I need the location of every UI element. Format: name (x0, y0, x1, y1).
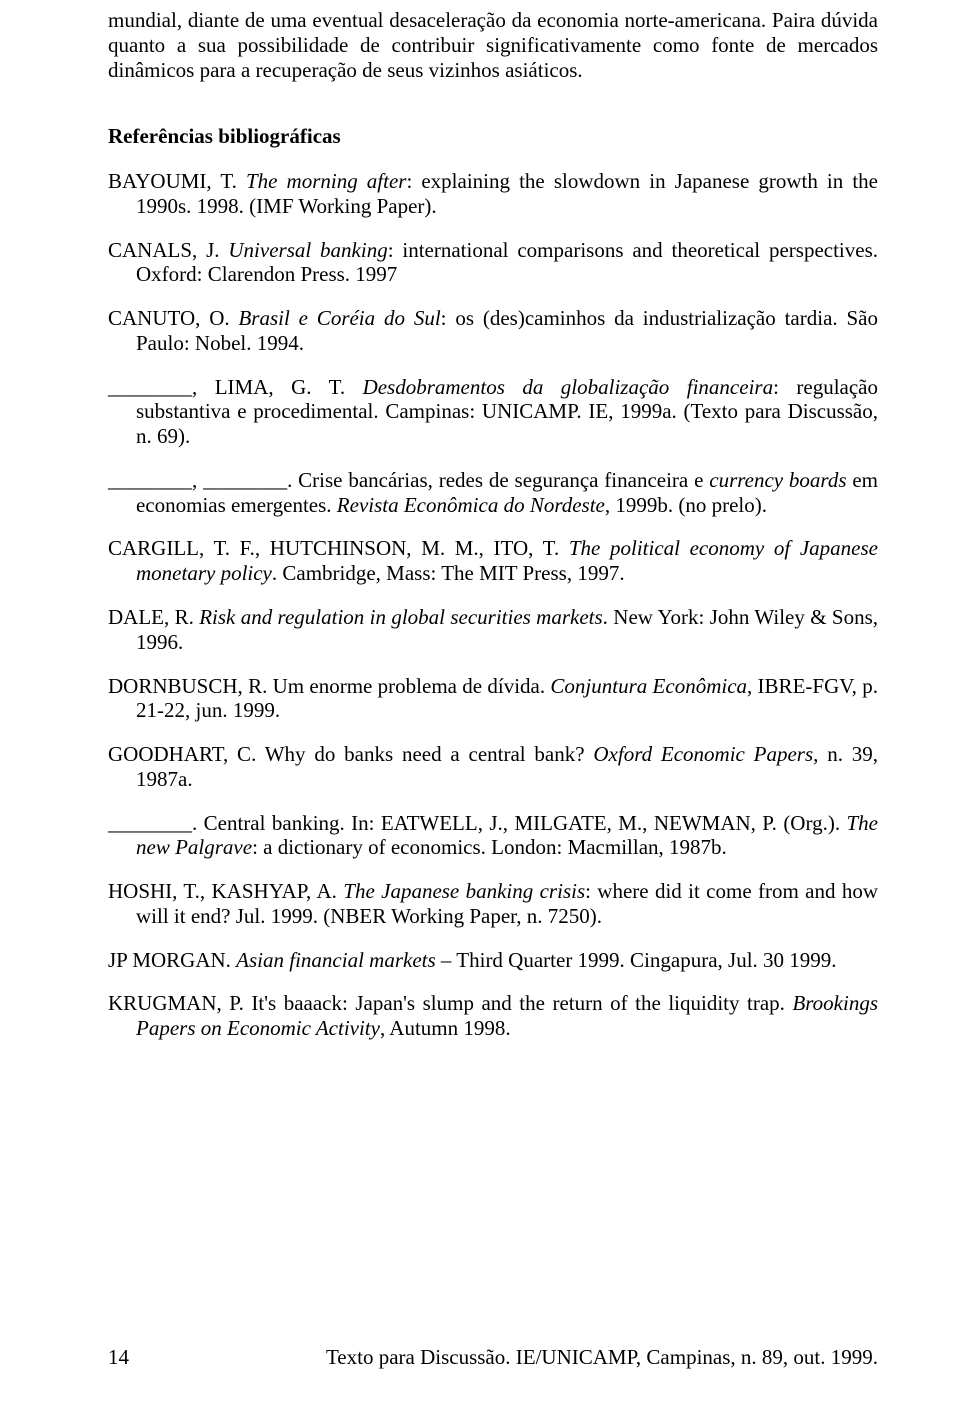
reference-item: HOSHI, T., KASHYAP, A. The Japanese bank… (108, 879, 878, 929)
ref-plain: ________, LIMA, G. T. (108, 375, 363, 399)
reference-item: ________. Central banking. In: EATWELL, … (108, 811, 878, 861)
reference-item: KRUGMAN, P. It's baaack: Japan's slump a… (108, 991, 878, 1041)
ref-plain: CANUTO, O. (108, 306, 238, 330)
ref-italic: Oxford Economic Papers (593, 742, 813, 766)
ref-plain: ________. Central banking. In: EATWELL, … (108, 811, 847, 835)
ref-plain: JP MORGAN. (108, 948, 236, 972)
ref-plain: , Autumn 1998. (380, 1016, 511, 1040)
ref-italic: Revista Econômica do Nordeste (337, 493, 605, 517)
ref-italic: Desdobramentos da globalização financeir… (363, 375, 774, 399)
ref-italic: Risk and regulation in global securities… (199, 605, 602, 629)
ref-italic: The Japanese banking crisis (343, 879, 585, 903)
ref-italic: Brasil e Coréia do Sul (238, 306, 440, 330)
reference-item: CANALS, J. Universal banking: internatio… (108, 238, 878, 288)
ref-plain: DALE, R. (108, 605, 199, 629)
ref-italic: currency boards (709, 468, 846, 492)
ref-italic: The morning after (246, 169, 407, 193)
page-footer: 14 Texto para Discussão. IE/UNICAMP, Cam… (108, 1345, 878, 1370)
ref-plain: HOSHI, T., KASHYAP, A. (108, 879, 343, 903)
ref-italic: Asian financial markets (236, 948, 435, 972)
ref-plain: CARGILL, T. F., HUTCHINSON, M. M., ITO, … (108, 536, 569, 560)
reference-item: JP MORGAN. Asian financial markets – Thi… (108, 948, 878, 973)
page-number: 14 (108, 1345, 129, 1370)
ref-plain: . Cambridge, Mass: The MIT Press, 1997. (272, 561, 625, 585)
footer-citation: Texto para Discussão. IE/UNICAMP, Campin… (129, 1345, 878, 1370)
references-heading: Referências bibliográficas (108, 124, 878, 149)
ref-plain: ________, ________. Crise bancárias, red… (108, 468, 709, 492)
reference-item: DORNBUSCH, R. Um enorme problema de dívi… (108, 674, 878, 724)
ref-italic: Conjuntura Econômica (550, 674, 747, 698)
reference-item: BAYOUMI, T. The morning after: explainin… (108, 169, 878, 219)
ref-italic: Universal banking (228, 238, 387, 262)
reference-item: ________, LIMA, G. T. Desdobramentos da … (108, 375, 878, 449)
ref-plain: : a dictionary of economics. London: Mac… (252, 835, 727, 859)
reference-item: ________, ________. Crise bancárias, red… (108, 468, 878, 518)
reference-item: CANUTO, O. Brasil e Coréia do Sul: os (d… (108, 306, 878, 356)
ref-plain: – Third Quarter 1999. Cingapura, Jul. 30… (436, 948, 837, 972)
reference-item: DALE, R. Risk and regulation in global s… (108, 605, 878, 655)
ref-plain: , 1999b. (no prelo). (605, 493, 767, 517)
ref-plain: KRUGMAN, P. It's baaack: Japan's slump a… (108, 991, 792, 1015)
ref-plain: GOODHART, C. Why do banks need a central… (108, 742, 593, 766)
intro-paragraph: mundial, diante de uma eventual desacele… (108, 8, 878, 82)
ref-plain: CANALS, J. (108, 238, 228, 262)
reference-item: GOODHART, C. Why do banks need a central… (108, 742, 878, 792)
ref-plain: DORNBUSCH, R. Um enorme problema de dívi… (108, 674, 550, 698)
ref-plain: BAYOUMI, T. (108, 169, 246, 193)
reference-item: CARGILL, T. F., HUTCHINSON, M. M., ITO, … (108, 536, 878, 586)
